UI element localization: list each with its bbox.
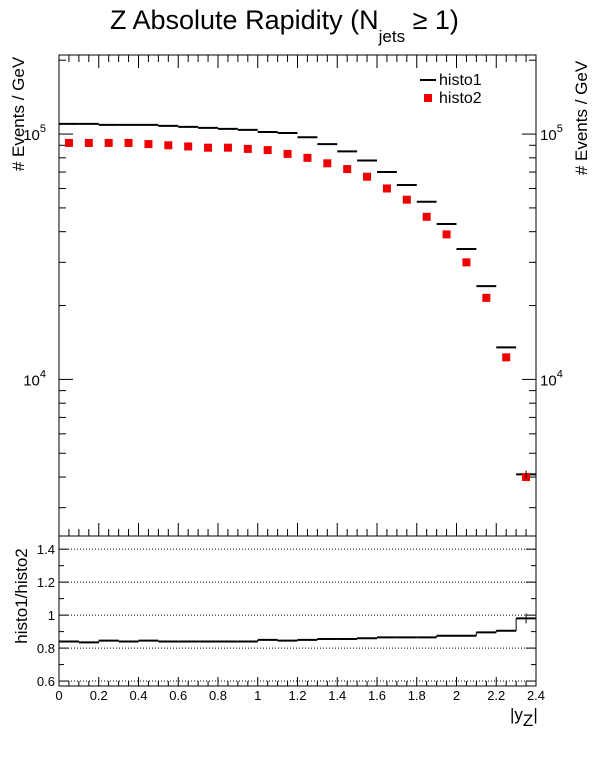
ratio-x-tick-label: 1 — [254, 688, 261, 703]
upper-y-tick-label-right: 105 — [540, 123, 563, 144]
histo2-point — [64, 138, 73, 147]
histo2-point — [184, 142, 193, 151]
ratio-y-tick-label: 1.4 — [37, 542, 55, 557]
histo2-point — [223, 143, 232, 152]
legend-label-histo2: histo2 — [439, 90, 482, 107]
histo2-point — [323, 159, 332, 168]
histo2-point — [402, 195, 411, 204]
legend-marker-histo2 — [424, 94, 432, 102]
histo2-point — [442, 230, 451, 239]
histo2-point — [363, 172, 372, 181]
histo2-point — [343, 165, 352, 174]
upper-ylabel-right: # Events / GeV — [572, 60, 591, 175]
histo2-point — [422, 212, 431, 221]
histo2-point — [84, 138, 93, 147]
histo2-point — [462, 258, 471, 267]
ratio-x-tick-label: 0.4 — [129, 688, 147, 703]
upper-y-tick-label-right: 104 — [540, 368, 563, 389]
ratio-x-tick-label: 0 — [55, 688, 62, 703]
ratio-y-tick-label: 0.8 — [37, 641, 55, 656]
histo2-point — [144, 140, 153, 149]
histo2-point — [263, 146, 272, 155]
ratio-x-tick-label: 1.6 — [368, 688, 386, 703]
upper-y-tick-label-left: 105 — [23, 123, 46, 144]
upper-y-tick-label-left: 104 — [23, 368, 46, 389]
ratio-x-tick-label: 2 — [453, 688, 460, 703]
lower-ylabel: histo1/histo2 — [12, 548, 31, 643]
histo2-point — [243, 144, 252, 153]
histo2-point — [204, 143, 213, 152]
histo2-point — [104, 138, 113, 147]
histo2-point — [502, 353, 511, 362]
ratio-x-tick-label: 0.2 — [90, 688, 108, 703]
histo2-point — [482, 293, 491, 302]
histo2-point — [303, 153, 312, 162]
ratio-panel: 0.6 0.8 1 1.2 1.4 0 0.2 0.4 0.6 0.8 1 1.2 1.4 1.6 1.8 2… — [37, 535, 545, 703]
ratio-x-tick-label: 1.8 — [408, 688, 426, 703]
ratio-x-tick-label: 0.6 — [169, 688, 187, 703]
ratio-y-tick-label: 1 — [48, 608, 55, 623]
ratio-x-tick-label: 1.4 — [328, 688, 346, 703]
ratio-x-tick-label: 1.2 — [288, 688, 306, 703]
histo2-point — [124, 138, 133, 147]
legend-label-histo1: histo1 — [439, 72, 482, 89]
histo2-point — [164, 141, 173, 150]
x-axis-label: |yZ| — [510, 705, 538, 730]
ratio-x-tick-label: 2.2 — [487, 688, 505, 703]
ratio-x-tick-label: 0.8 — [209, 688, 227, 703]
ratio-x-tick-label: 2.4 — [527, 688, 545, 703]
upper-ylabel-left: # Events / GeV — [9, 56, 28, 171]
histo2-point — [283, 149, 292, 158]
ratio-y-tick-label: 1.2 — [37, 575, 55, 590]
ratio-y-tick-label: 0.6 — [37, 674, 55, 689]
chart-title: Z Absolute Rapidity (Njets ≥ 1) — [110, 5, 459, 46]
histo2-point — [382, 184, 391, 193]
